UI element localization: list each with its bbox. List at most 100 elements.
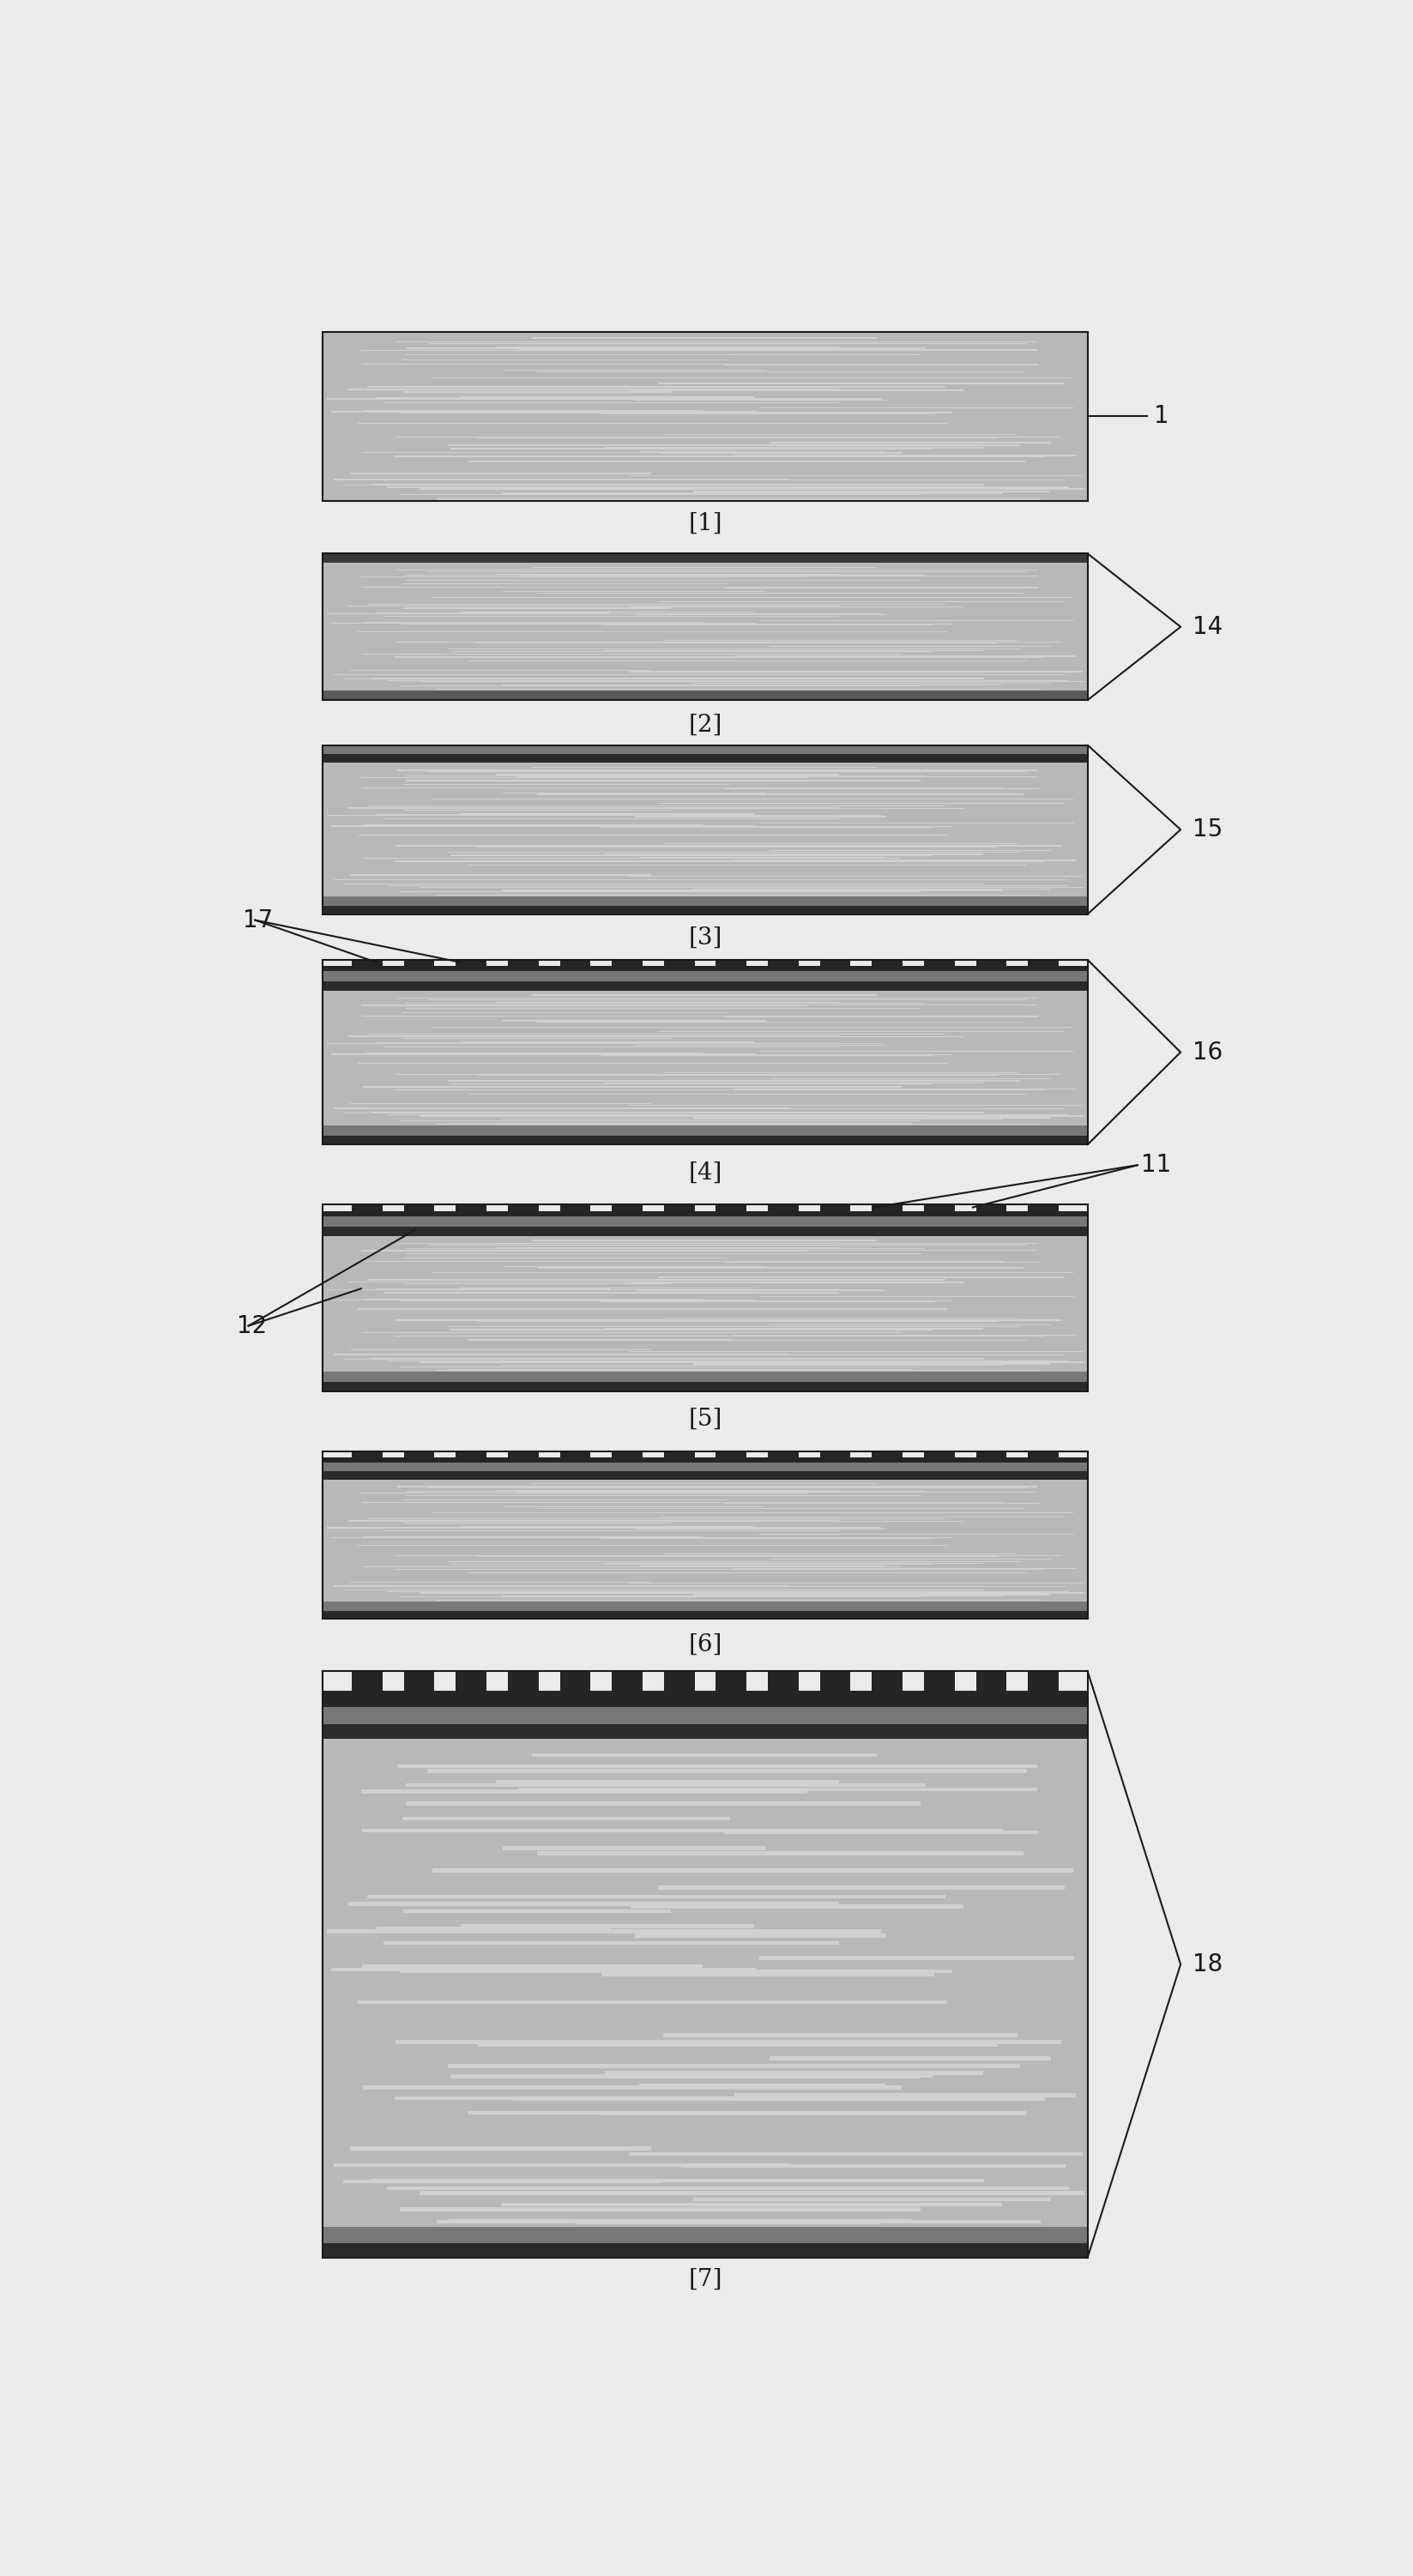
Bar	[663, 2032, 1017, 2038]
Bar	[362, 1963, 702, 1968]
Bar	[478, 2043, 998, 2048]
Bar	[377, 1927, 610, 1929]
Bar	[692, 2197, 1050, 2202]
Bar	[629, 2151, 1084, 2156]
Bar	[324, 1479, 1088, 1602]
Bar	[324, 1453, 1088, 1618]
Bar	[324, 2244, 1088, 2257]
Bar	[456, 961, 486, 966]
Bar	[324, 1206, 1088, 1391]
Bar	[664, 961, 695, 966]
Bar	[634, 1935, 886, 1937]
Bar	[872, 961, 903, 966]
Bar	[324, 1602, 1088, 1610]
Bar	[404, 1672, 435, 1690]
Text: 18: 18	[1193, 1953, 1222, 1976]
Text: [3]: [3]	[688, 927, 722, 951]
Bar	[432, 1868, 1074, 1873]
Bar	[324, 1610, 1088, 1618]
Bar	[420, 2192, 1084, 2195]
Bar	[324, 1226, 1088, 1236]
Bar	[560, 1453, 591, 1458]
Bar	[400, 2208, 921, 2210]
Bar	[664, 1672, 695, 1690]
Bar	[630, 1904, 964, 1909]
Bar	[924, 1672, 954, 1690]
Bar	[658, 1886, 1065, 1888]
Text: 14: 14	[1193, 616, 1222, 639]
Bar	[507, 1672, 538, 1690]
Bar	[661, 2087, 901, 2089]
Bar	[352, 1672, 383, 1690]
Bar	[324, 1690, 1088, 1708]
Bar	[976, 1206, 1006, 1211]
Bar	[324, 1708, 1088, 1723]
Bar	[372, 2179, 985, 2182]
Bar	[612, 1453, 643, 1458]
Bar	[513, 2097, 1046, 2099]
Bar	[503, 1847, 766, 1850]
Bar	[324, 744, 1088, 914]
Bar	[872, 1206, 903, 1211]
Bar	[468, 2110, 732, 2115]
Bar	[324, 554, 1088, 701]
Bar	[560, 1206, 591, 1211]
Bar	[360, 1790, 807, 1793]
Bar	[496, 1780, 839, 1783]
Bar	[357, 1999, 948, 2004]
Bar	[324, 1211, 1088, 1216]
Bar	[324, 762, 1088, 896]
Bar	[324, 1370, 1088, 1381]
Bar	[363, 2087, 842, 2089]
Bar	[612, 1672, 643, 1690]
Text: 15: 15	[1193, 817, 1222, 842]
Bar	[387, 2187, 1068, 2190]
Bar	[328, 1929, 882, 1932]
Bar	[383, 1942, 839, 1945]
Bar	[400, 1971, 952, 1973]
Bar	[324, 744, 1088, 755]
Bar	[820, 961, 851, 966]
Bar	[456, 1672, 486, 1690]
Bar	[324, 966, 1088, 971]
Bar	[735, 2094, 1077, 2097]
Bar	[396, 2040, 1061, 2043]
Bar	[350, 2146, 651, 2151]
Text: 12: 12	[236, 1314, 267, 1337]
Bar	[760, 1955, 1074, 1960]
Text: [6]: [6]	[688, 1633, 722, 1656]
Bar	[324, 1739, 1088, 2226]
Bar	[324, 1458, 1088, 1463]
Bar	[767, 961, 798, 966]
Text: [5]: [5]	[688, 1406, 722, 1430]
Bar	[507, 1206, 538, 1211]
Bar	[352, 1453, 383, 1458]
Bar	[1027, 1206, 1058, 1211]
Bar	[976, 1672, 1006, 1690]
Bar	[406, 1783, 926, 1788]
Bar	[324, 1471, 1088, 1479]
Bar	[507, 961, 538, 966]
Bar	[352, 1206, 383, 1211]
Bar	[560, 1672, 591, 1690]
Bar	[537, 1852, 1024, 1855]
Bar	[324, 2226, 1088, 2244]
Text: [7]: [7]	[688, 2267, 722, 2290]
Text: [4]: [4]	[688, 1162, 722, 1185]
Bar	[924, 1453, 954, 1458]
Bar	[324, 1381, 1088, 1391]
Bar	[612, 1206, 643, 1211]
Bar	[601, 1973, 934, 1976]
Bar	[404, 1206, 435, 1211]
Bar	[403, 1816, 729, 1821]
Bar	[716, 1453, 746, 1458]
Bar	[324, 1236, 1088, 1370]
Bar	[924, 1206, 954, 1211]
Bar	[1027, 1453, 1058, 1458]
Bar	[352, 961, 383, 966]
Bar	[664, 1453, 695, 1458]
Bar	[502, 2202, 1002, 2208]
Bar	[639, 2084, 885, 2087]
Bar	[519, 1788, 1037, 1790]
Bar	[448, 2221, 913, 2223]
